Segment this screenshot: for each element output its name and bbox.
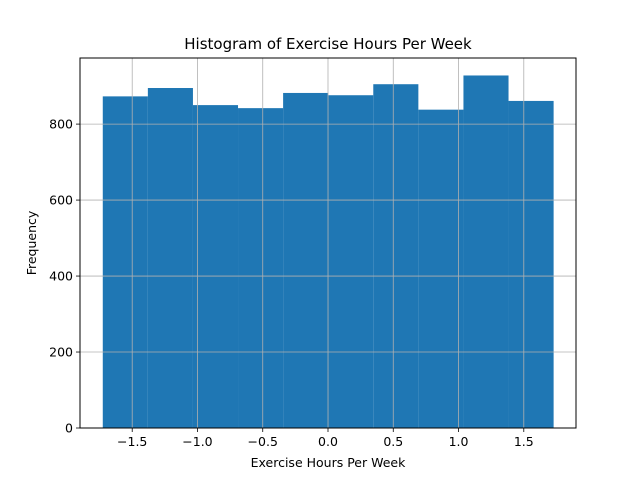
y-tick-label: 600 — [49, 193, 73, 208]
histogram-bar — [192, 105, 239, 428]
x-tick-label: 1.0 — [449, 434, 469, 449]
histogram-bars — [102, 75, 554, 429]
histogram-bar — [373, 84, 419, 429]
y-tick-label: 800 — [49, 117, 73, 132]
y-tick-label: 400 — [49, 269, 73, 284]
histogram-bar — [102, 96, 148, 428]
histogram-bar — [283, 92, 329, 428]
axis-ticks: −1.5 −1.0 −0.5 0.0 0.5 1.0 1.5 0 200 400 600 800 — [49, 117, 534, 449]
chart-title: Histogram of Exercise Hours Per Week — [184, 35, 472, 53]
histogram-bar — [463, 75, 509, 428]
x-tick-label: 1.5 — [514, 434, 534, 449]
y-tick-label: 200 — [49, 345, 73, 360]
histogram-bar — [418, 109, 464, 429]
x-tick-label: 0.5 — [383, 434, 403, 449]
histogram-bar — [147, 88, 193, 429]
x-tick-label: 0.0 — [318, 434, 338, 449]
y-axis-label: Frequency — [24, 210, 39, 275]
histogram-bar — [328, 95, 374, 428]
x-tick-label: −1.0 — [182, 434, 212, 449]
histogram-bar — [508, 100, 554, 428]
x-axis-label: Exercise Hours Per Week — [251, 455, 406, 470]
x-tick-label: −1.5 — [117, 434, 147, 449]
x-tick-label: −0.5 — [248, 434, 278, 449]
y-tick-label: 0 — [65, 421, 73, 436]
histogram-bar — [238, 108, 284, 428]
